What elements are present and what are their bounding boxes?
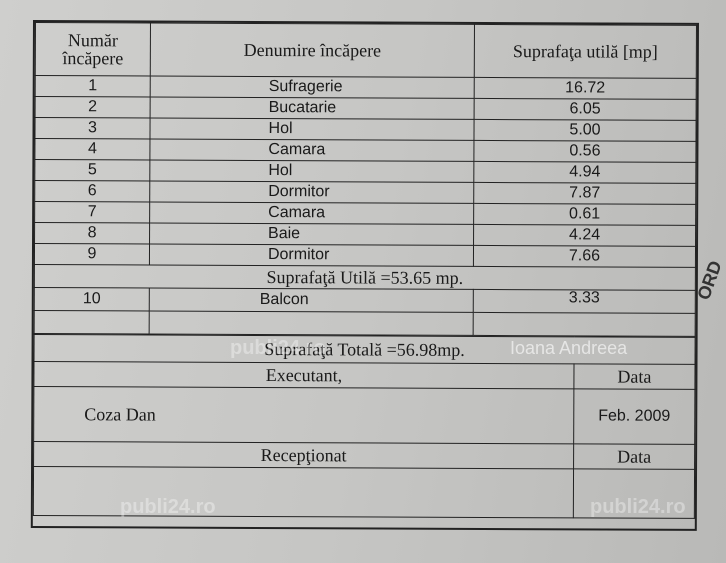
room-name: Bucatarie <box>150 97 475 120</box>
room-name: Hol <box>149 160 474 183</box>
table-row: 8 Baie 4.24 <box>34 222 696 247</box>
room-area: 7.66 <box>473 245 696 268</box>
room-name: Balcon <box>149 288 474 313</box>
table-row: 2 Bucatarie 6.05 <box>35 96 697 121</box>
receptionat-date <box>573 468 695 519</box>
room-name: Camara <box>149 139 474 162</box>
executant-date: Feb. 2009 <box>573 388 695 445</box>
table-row: 9 Dormitor 7.66 <box>34 243 696 268</box>
room-number: 10 <box>34 287 150 312</box>
room-number: 1 <box>35 75 151 98</box>
room-number: 6 <box>34 180 150 203</box>
room-name: Dormitor <box>149 181 474 204</box>
header-name: Denumire încăpere <box>150 23 475 78</box>
header-area: Suprafaţa utilă [mp] <box>474 24 697 79</box>
table-row: 3 Hol 5.00 <box>34 117 697 142</box>
room-number: 9 <box>34 243 150 266</box>
room-name: Sufragerie <box>150 76 475 99</box>
table-row: 5 Hol 4.94 <box>34 159 696 184</box>
receptionat-label: Recepţionat <box>33 441 574 469</box>
room-name: Baie <box>149 223 474 246</box>
useful-total: Suprafaţă Utilă =53.65 mp. <box>34 264 696 291</box>
header-number: Număr încăpere <box>35 22 151 77</box>
room-number: 5 <box>34 159 150 182</box>
room-area: 6.05 <box>474 98 697 121</box>
table-header: Număr încăpere Denumire încăpere Suprafa… <box>35 22 697 79</box>
table-row: 1 Sufragerie 16.72 <box>35 75 697 100</box>
room-area: 0.61 <box>473 203 696 226</box>
room-name: Camara <box>149 202 474 225</box>
empty-row <box>34 310 696 337</box>
room-number: 7 <box>34 201 150 224</box>
table-row: 6 Dormitor 7.87 <box>34 180 696 205</box>
useful-total-row: Suprafaţă Utilă =53.65 mp. <box>34 264 696 291</box>
stamp: ORD <box>693 258 726 303</box>
room-number: 3 <box>34 117 151 140</box>
room-name: Dormitor <box>149 244 474 267</box>
room-number: 2 <box>35 96 151 119</box>
room-area-table: Număr încăpere Denumire încăpere Suprafa… <box>30 20 699 531</box>
author-watermark: Ioana Andreea <box>510 338 628 358</box>
table-row: 4 Camara 0.56 <box>34 138 696 163</box>
executant-label: Executant, <box>33 361 575 389</box>
room-area: 4.24 <box>473 224 696 247</box>
executant-date-label: Data <box>573 363 696 390</box>
room-area: 7.87 <box>473 182 696 205</box>
table-row: 10 Balcon 3.33 <box>34 287 696 314</box>
room-area: 4.94 <box>473 161 696 184</box>
room-number: 4 <box>34 138 150 161</box>
room-area: 0.56 <box>473 140 696 163</box>
executant-name: Coza Dan <box>33 386 574 444</box>
receptionat-date-label: Data <box>573 443 695 470</box>
room-number: 8 <box>34 222 150 245</box>
room-area: 3.33 <box>473 289 696 314</box>
table-row: 7 Camara 0.61 <box>34 201 696 226</box>
room-area: 5.00 <box>473 119 697 142</box>
receptionat-name <box>33 466 574 518</box>
room-name: Hol <box>149 118 475 141</box>
room-area: 16.72 <box>474 77 697 100</box>
